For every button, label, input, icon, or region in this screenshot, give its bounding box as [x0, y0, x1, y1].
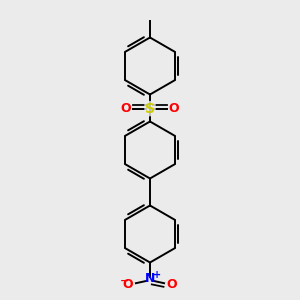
Text: O: O — [169, 102, 179, 115]
Text: O: O — [167, 278, 177, 291]
Text: O: O — [121, 102, 131, 115]
Text: N: N — [145, 272, 155, 286]
Text: S: S — [145, 102, 155, 116]
Text: −: − — [120, 276, 129, 286]
Text: O: O — [123, 278, 134, 291]
Text: +: + — [152, 270, 161, 280]
